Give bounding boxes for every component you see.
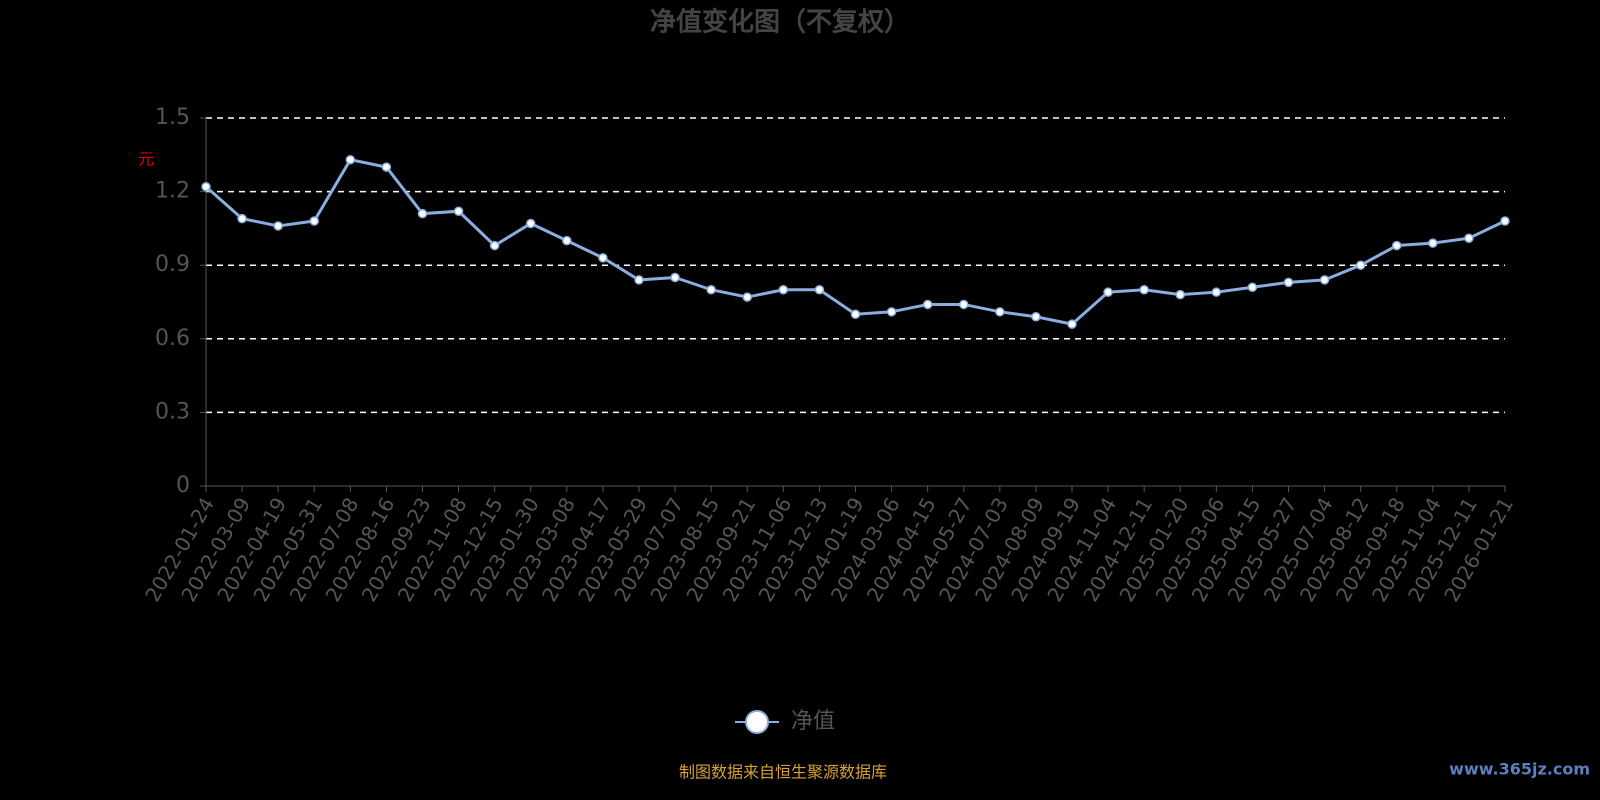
point <box>1355 260 1366 270</box>
point <box>201 181 211 192</box>
point <box>526 218 536 229</box>
point <box>309 216 319 226</box>
legend-marker <box>745 710 769 734</box>
point <box>1319 275 1330 285</box>
y-tick-label: 0.3 <box>155 399 190 424</box>
footer: 制图数据来自恒生聚源数据库 <box>679 763 887 782</box>
y-axis-label: 元 <box>138 150 154 169</box>
point <box>1139 284 1149 295</box>
point <box>850 309 861 320</box>
point <box>706 284 716 295</box>
point <box>1031 311 1041 322</box>
point <box>453 206 464 216</box>
point <box>634 275 644 285</box>
point <box>1247 282 1258 293</box>
point <box>345 154 356 165</box>
y-tick-label: 0.6 <box>155 326 190 351</box>
point <box>417 208 428 219</box>
point <box>1428 238 1438 248</box>
chart-title: 净值变化图（不复权） <box>650 7 910 38</box>
point <box>995 307 1005 317</box>
point <box>778 284 789 295</box>
point <box>1500 216 1510 226</box>
point <box>1392 240 1402 251</box>
point <box>237 213 247 224</box>
line <box>205 158 1506 326</box>
y-tick-label: 0.9 <box>155 252 190 277</box>
point <box>742 292 752 302</box>
point <box>814 284 825 295</box>
point <box>959 299 969 310</box>
y-tick-label: 0 <box>176 473 190 498</box>
point <box>1175 289 1185 300</box>
y-tick-label: 1.5 <box>155 105 190 130</box>
point <box>562 235 572 246</box>
point <box>1464 233 1474 243</box>
point <box>598 253 608 263</box>
point <box>273 221 283 231</box>
point <box>1211 287 1222 297</box>
watermark: www.365jz.com <box>1449 760 1590 779</box>
point <box>1283 277 1294 288</box>
point <box>886 307 897 317</box>
point <box>1103 287 1113 297</box>
point <box>381 162 392 172</box>
y-tick-label: 1.2 <box>155 179 190 204</box>
point <box>922 299 933 310</box>
point <box>670 272 680 283</box>
point <box>489 240 500 251</box>
point <box>1067 319 1077 329</box>
legend-label: 净值 <box>791 709 835 734</box>
